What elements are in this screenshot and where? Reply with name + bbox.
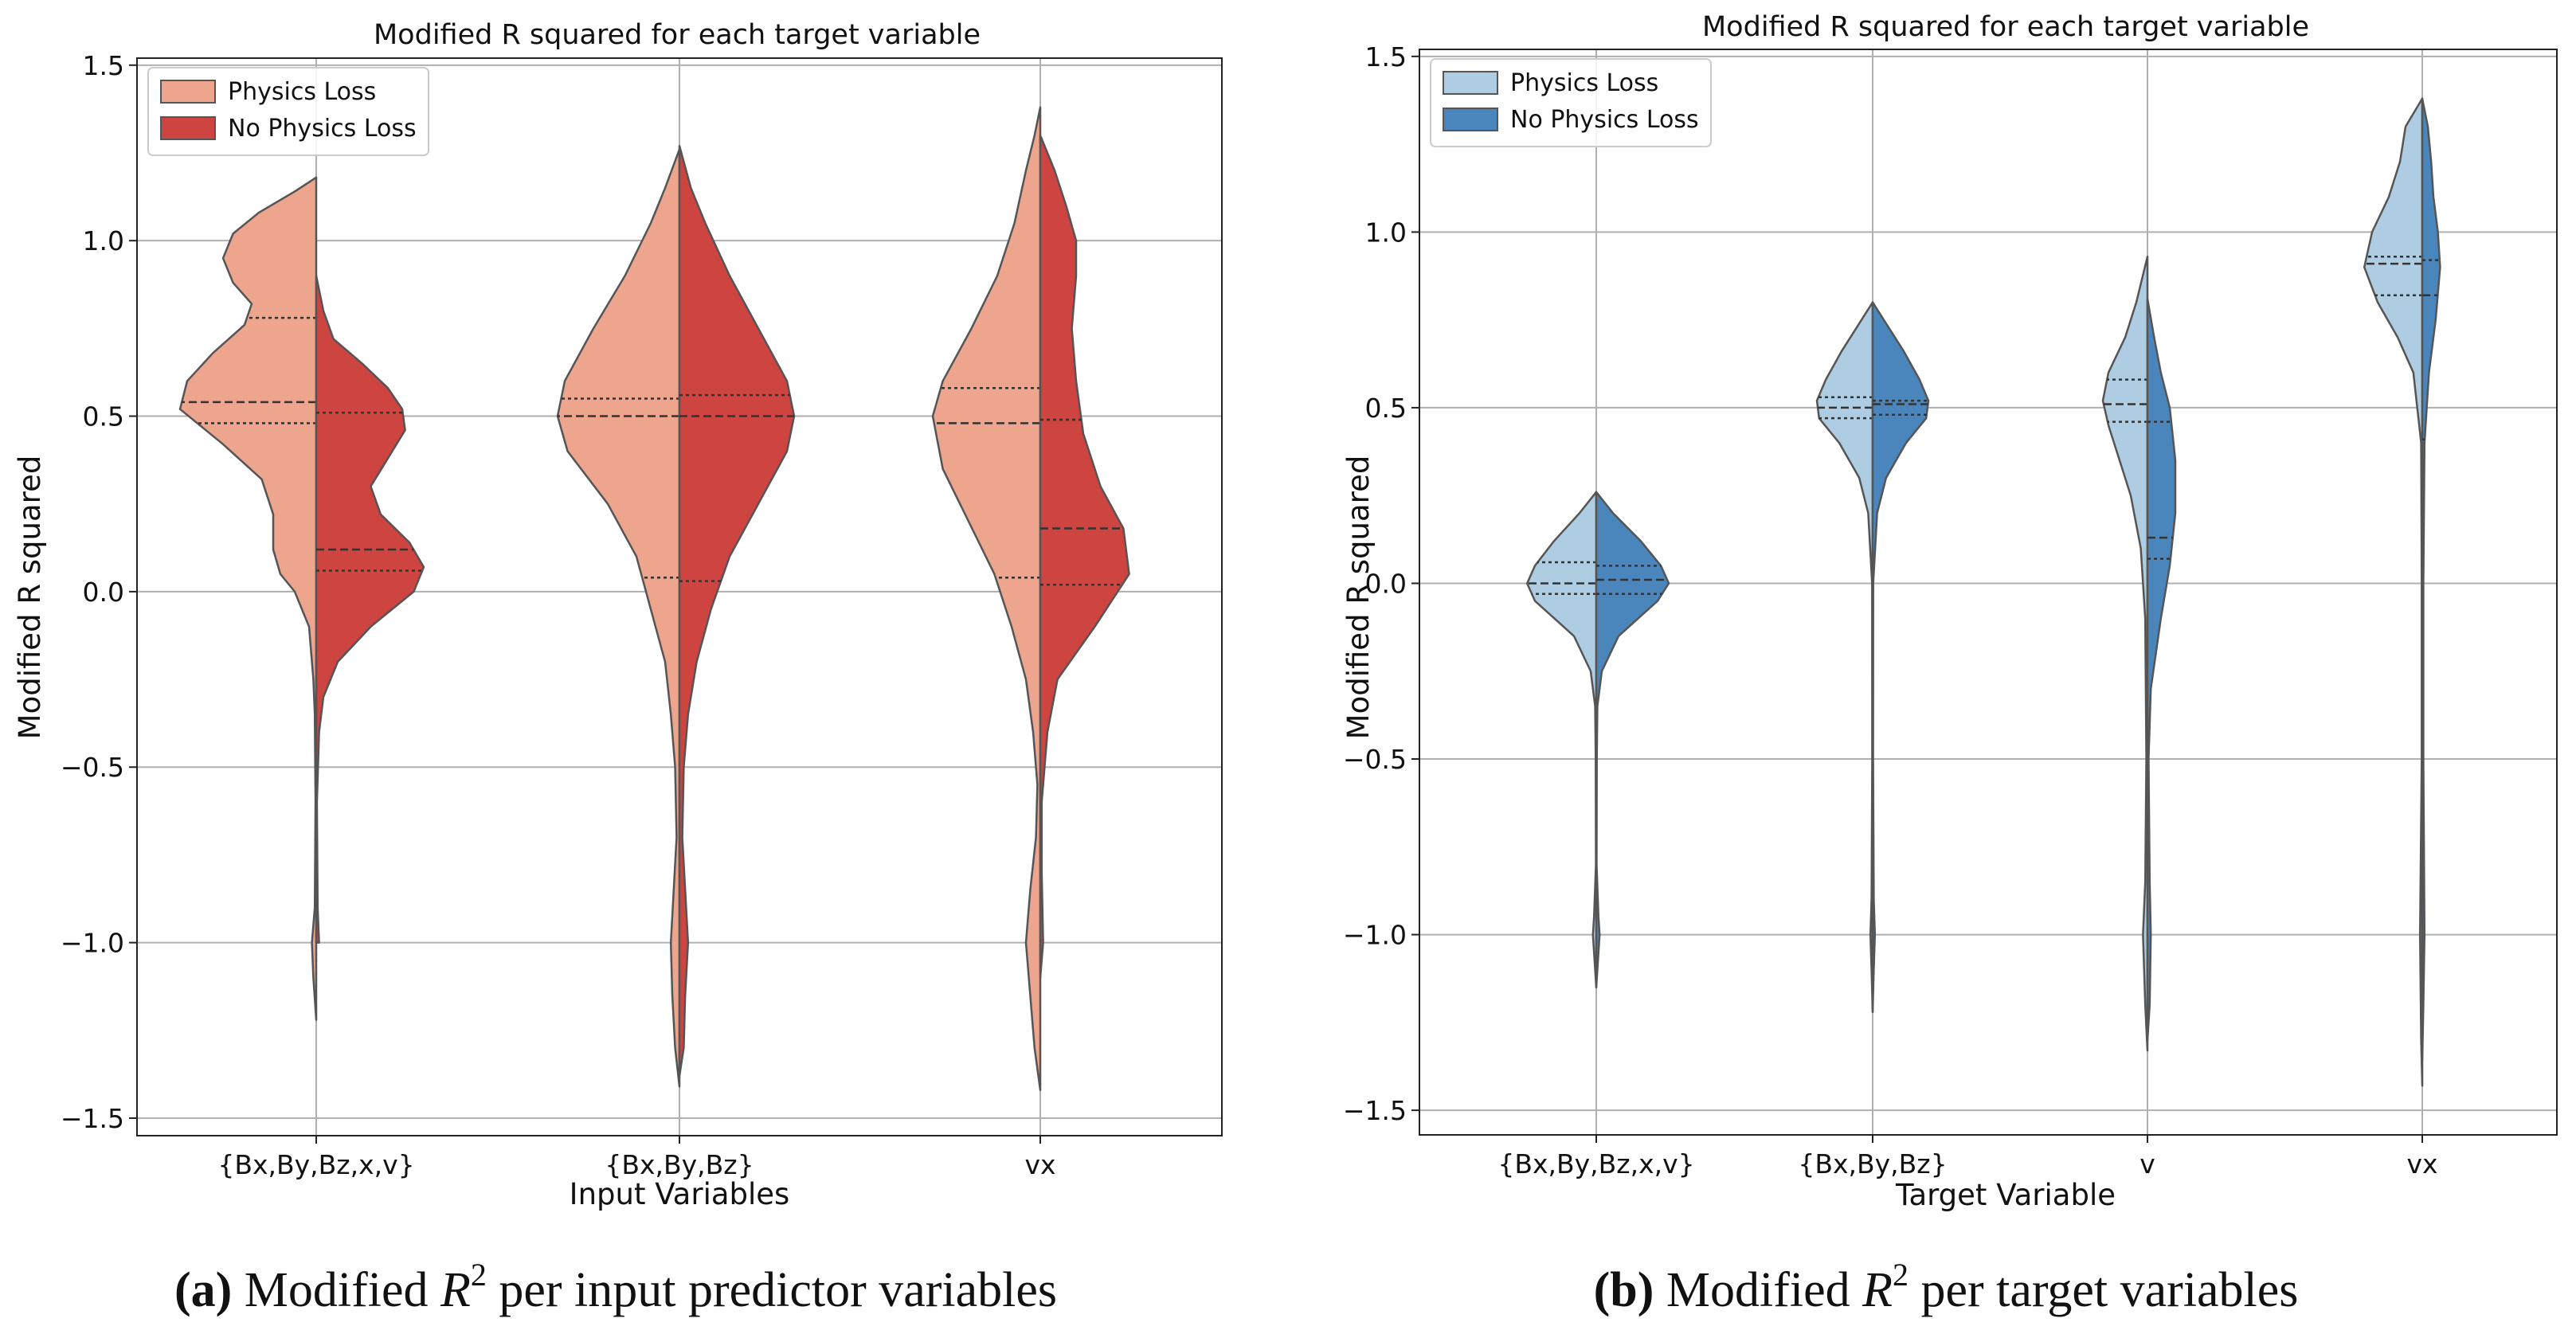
y-tick-label: 1.0 <box>1365 217 1407 248</box>
x-tick-label: v <box>2139 1148 2155 1179</box>
y-tick-label: −1.0 <box>61 928 124 959</box>
legend-swatch <box>160 116 216 140</box>
y-axis-label: Modified R squared <box>1341 456 1376 740</box>
panel-b: Modified R squared for each target varia… <box>1341 11 2558 1212</box>
x-ticks: {Bx,By,Bz,x,v} {Bx,By,Bz} v vx <box>1497 1135 2438 1179</box>
y-tick-label: 0.0 <box>83 577 124 608</box>
x-axis-label: Target Variable <box>1895 1178 2116 1212</box>
x-tick-label: vx <box>1024 1149 1055 1180</box>
caption-b: (b) Modified R2 per target variables <box>1594 1257 2299 1317</box>
violin-no-physics-loss <box>1871 301 1930 1013</box>
y-tick-label: −1.5 <box>1343 1095 1407 1126</box>
x-tick-label: {Bx,By,Bz,x,v} <box>217 1149 414 1180</box>
legend-swatch <box>160 80 216 104</box>
plot-frame <box>1419 49 2558 1136</box>
violin-no-physics-loss <box>1039 134 1130 979</box>
legend: Physics Loss No Physics Loss <box>1430 58 1712 147</box>
legend-box <box>1430 58 1712 147</box>
y-tick-label: 0.5 <box>1365 393 1407 424</box>
legend-label: Physics Loss <box>228 78 376 106</box>
violin-no-physics-loss <box>1595 491 1670 988</box>
legend-swatch <box>1443 71 1498 95</box>
chart-title: Modified R squared for each target varia… <box>374 19 981 51</box>
panel-a: Modified R squared for each target varia… <box>13 19 1223 1211</box>
legend-label: No Physics Loss <box>1510 106 1699 134</box>
x-tick-label: {Bx,By,Bz,x,v} <box>1497 1148 1694 1179</box>
y-tick-label: 0.5 <box>83 401 124 432</box>
legend-box <box>147 67 429 156</box>
x-tick-label: vx <box>2406 1148 2437 1179</box>
chart-title: Modified R squared for each target varia… <box>1702 11 2309 43</box>
y-axis-label: Modified R squared <box>13 456 47 740</box>
y-tick-label: 1.5 <box>83 50 124 81</box>
grid <box>1419 49 2557 1135</box>
y-tick-label: −1.0 <box>1343 920 1407 951</box>
violin-no-physics-loss <box>2146 297 2177 1042</box>
y-tick-label: 1.0 <box>83 225 124 256</box>
y-tick-label: −1.5 <box>61 1103 124 1134</box>
violin-physics-loss <box>1525 491 1598 988</box>
caption-label: (a) <box>174 1263 232 1317</box>
violin-physics-loss <box>1815 301 1874 1013</box>
x-tick-label: {Bx,By,Bz} <box>605 1149 754 1180</box>
y-tick-label: 1.5 <box>1365 41 1407 72</box>
violin-physics-loss <box>931 106 1042 1091</box>
y-ticks: −1.5 −1.0 −0.5 0.0 0.5 1.0 1.5 <box>1343 41 1419 1126</box>
x-ticks: {Bx,By,Bz,x,v} {Bx,By,Bz} vx <box>217 1136 1056 1180</box>
y-tick-label: −0.5 <box>61 752 124 783</box>
y-tick-label: −0.5 <box>1343 744 1407 775</box>
y-ticks: −1.5 −1.0 −0.5 0.0 0.5 1.0 1.5 <box>61 50 137 1134</box>
caption-label: (b) <box>1594 1263 1654 1317</box>
caption-a: (a) Modified R2 per input predictor vari… <box>174 1257 1057 1317</box>
legend-label: No Physics Loss <box>228 115 417 143</box>
legend-swatch <box>1443 108 1498 131</box>
violin-no-physics-loss <box>2421 97 2441 1062</box>
violin-physics-loss <box>556 148 681 1088</box>
x-tick-label: {Bx,By,Bz} <box>1798 1148 1947 1179</box>
violin-physics-loss <box>2101 255 2149 1052</box>
legend: Physics Loss No Physics Loss <box>147 67 429 156</box>
violins <box>178 106 1130 1091</box>
violin-no-physics-loss <box>315 274 425 944</box>
y-tick-label: 0.0 <box>1365 568 1407 599</box>
violins <box>1525 97 2441 1087</box>
violin-physics-loss <box>2363 97 2424 1087</box>
legend-label: Physics Loss <box>1510 69 1658 97</box>
x-axis-label: Input Variables <box>570 1177 790 1211</box>
violin-no-physics-loss <box>678 144 796 1078</box>
